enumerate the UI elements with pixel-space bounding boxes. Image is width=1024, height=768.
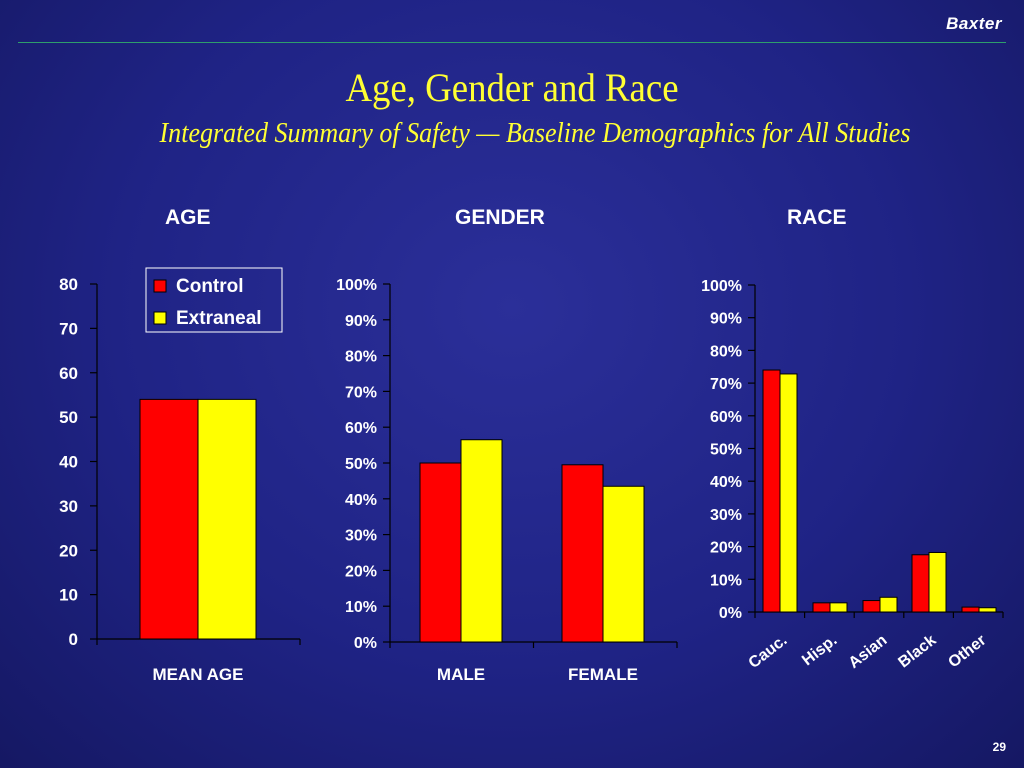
y-tick-label: 30% (345, 528, 377, 545)
y-tick-label: 90% (345, 313, 377, 330)
y-tick-label: 0% (354, 635, 377, 652)
category-label: Cauc. (746, 632, 791, 672)
category-label: Asian (846, 632, 891, 672)
bar-control (862, 600, 881, 613)
bar-control (762, 369, 781, 613)
bar-extraneal (978, 607, 997, 613)
y-tick-label: 30 (59, 497, 78, 516)
y-tick-label: 0% (719, 605, 742, 622)
bar-extraneal (829, 602, 848, 613)
header-divider (18, 42, 1006, 43)
legend-swatch-control (153, 279, 167, 293)
y-tick-label: 100% (701, 278, 742, 295)
baxter-logo: Baxter (946, 14, 1002, 33)
y-tick-label: 80% (345, 349, 377, 366)
category-label: FEMALE (568, 665, 638, 684)
bar-extraneal (197, 398, 257, 640)
slide-title: Age, Gender and Race (345, 65, 679, 110)
gender-panel-title: GENDER (455, 206, 545, 229)
y-tick-label: 70 (59, 319, 78, 338)
y-tick-label: 80% (710, 343, 742, 360)
bar-extraneal (602, 485, 645, 643)
y-tick-label: 10% (710, 572, 742, 589)
y-tick-label: 60 (59, 364, 78, 383)
page-number: 29 (992, 740, 1006, 754)
age-panel-title: AGE (165, 206, 211, 229)
y-tick-label: 30% (710, 507, 742, 524)
race-panel-title: RACE (787, 206, 847, 229)
y-tick-label: 70% (345, 384, 377, 401)
y-tick-label: 40% (345, 492, 377, 509)
y-tick-label: 50% (710, 442, 742, 459)
legend-label-control: Control (176, 276, 244, 297)
y-tick-label: 20 (59, 541, 78, 560)
category-label: Black (895, 632, 939, 672)
category-label: MALE (437, 665, 485, 684)
bar-control (961, 606, 980, 613)
y-tick-label: 60% (710, 409, 742, 426)
category-label: Other (945, 632, 989, 672)
bar-control (139, 398, 199, 640)
bar-control (911, 554, 930, 613)
y-tick-label: 90% (710, 311, 742, 328)
legend-swatch-extraneal (153, 311, 167, 325)
bar-control (812, 602, 831, 613)
y-tick-label: 10 (59, 586, 78, 605)
category-label: MEAN AGE (153, 665, 244, 684)
y-tick-label: 60% (345, 420, 377, 437)
y-tick-label: 80 (59, 275, 78, 294)
y-tick-label: 40 (59, 453, 78, 472)
y-tick-label: 70% (710, 376, 742, 393)
y-tick-label: 10% (345, 599, 377, 616)
y-tick-label: 50 (59, 408, 78, 427)
y-tick-label: 20% (345, 563, 377, 580)
legend-box (145, 267, 283, 333)
y-tick-label: 50% (345, 456, 377, 473)
bar-extraneal (928, 551, 947, 613)
category-label: Hisp. (799, 632, 840, 669)
bar-extraneal (879, 596, 898, 613)
y-tick-label: 40% (710, 474, 742, 491)
legend-label-extraneal: Extraneal (176, 308, 262, 329)
y-tick-label: 0 (69, 630, 78, 649)
slide-subtitle: Integrated Summary of Safety — Baseline … (159, 118, 911, 149)
y-tick-label: 100% (336, 277, 377, 294)
bar-control (419, 462, 462, 643)
bar-extraneal (460, 439, 503, 643)
bar-extraneal (779, 373, 798, 613)
y-tick-label: 20% (710, 540, 742, 557)
